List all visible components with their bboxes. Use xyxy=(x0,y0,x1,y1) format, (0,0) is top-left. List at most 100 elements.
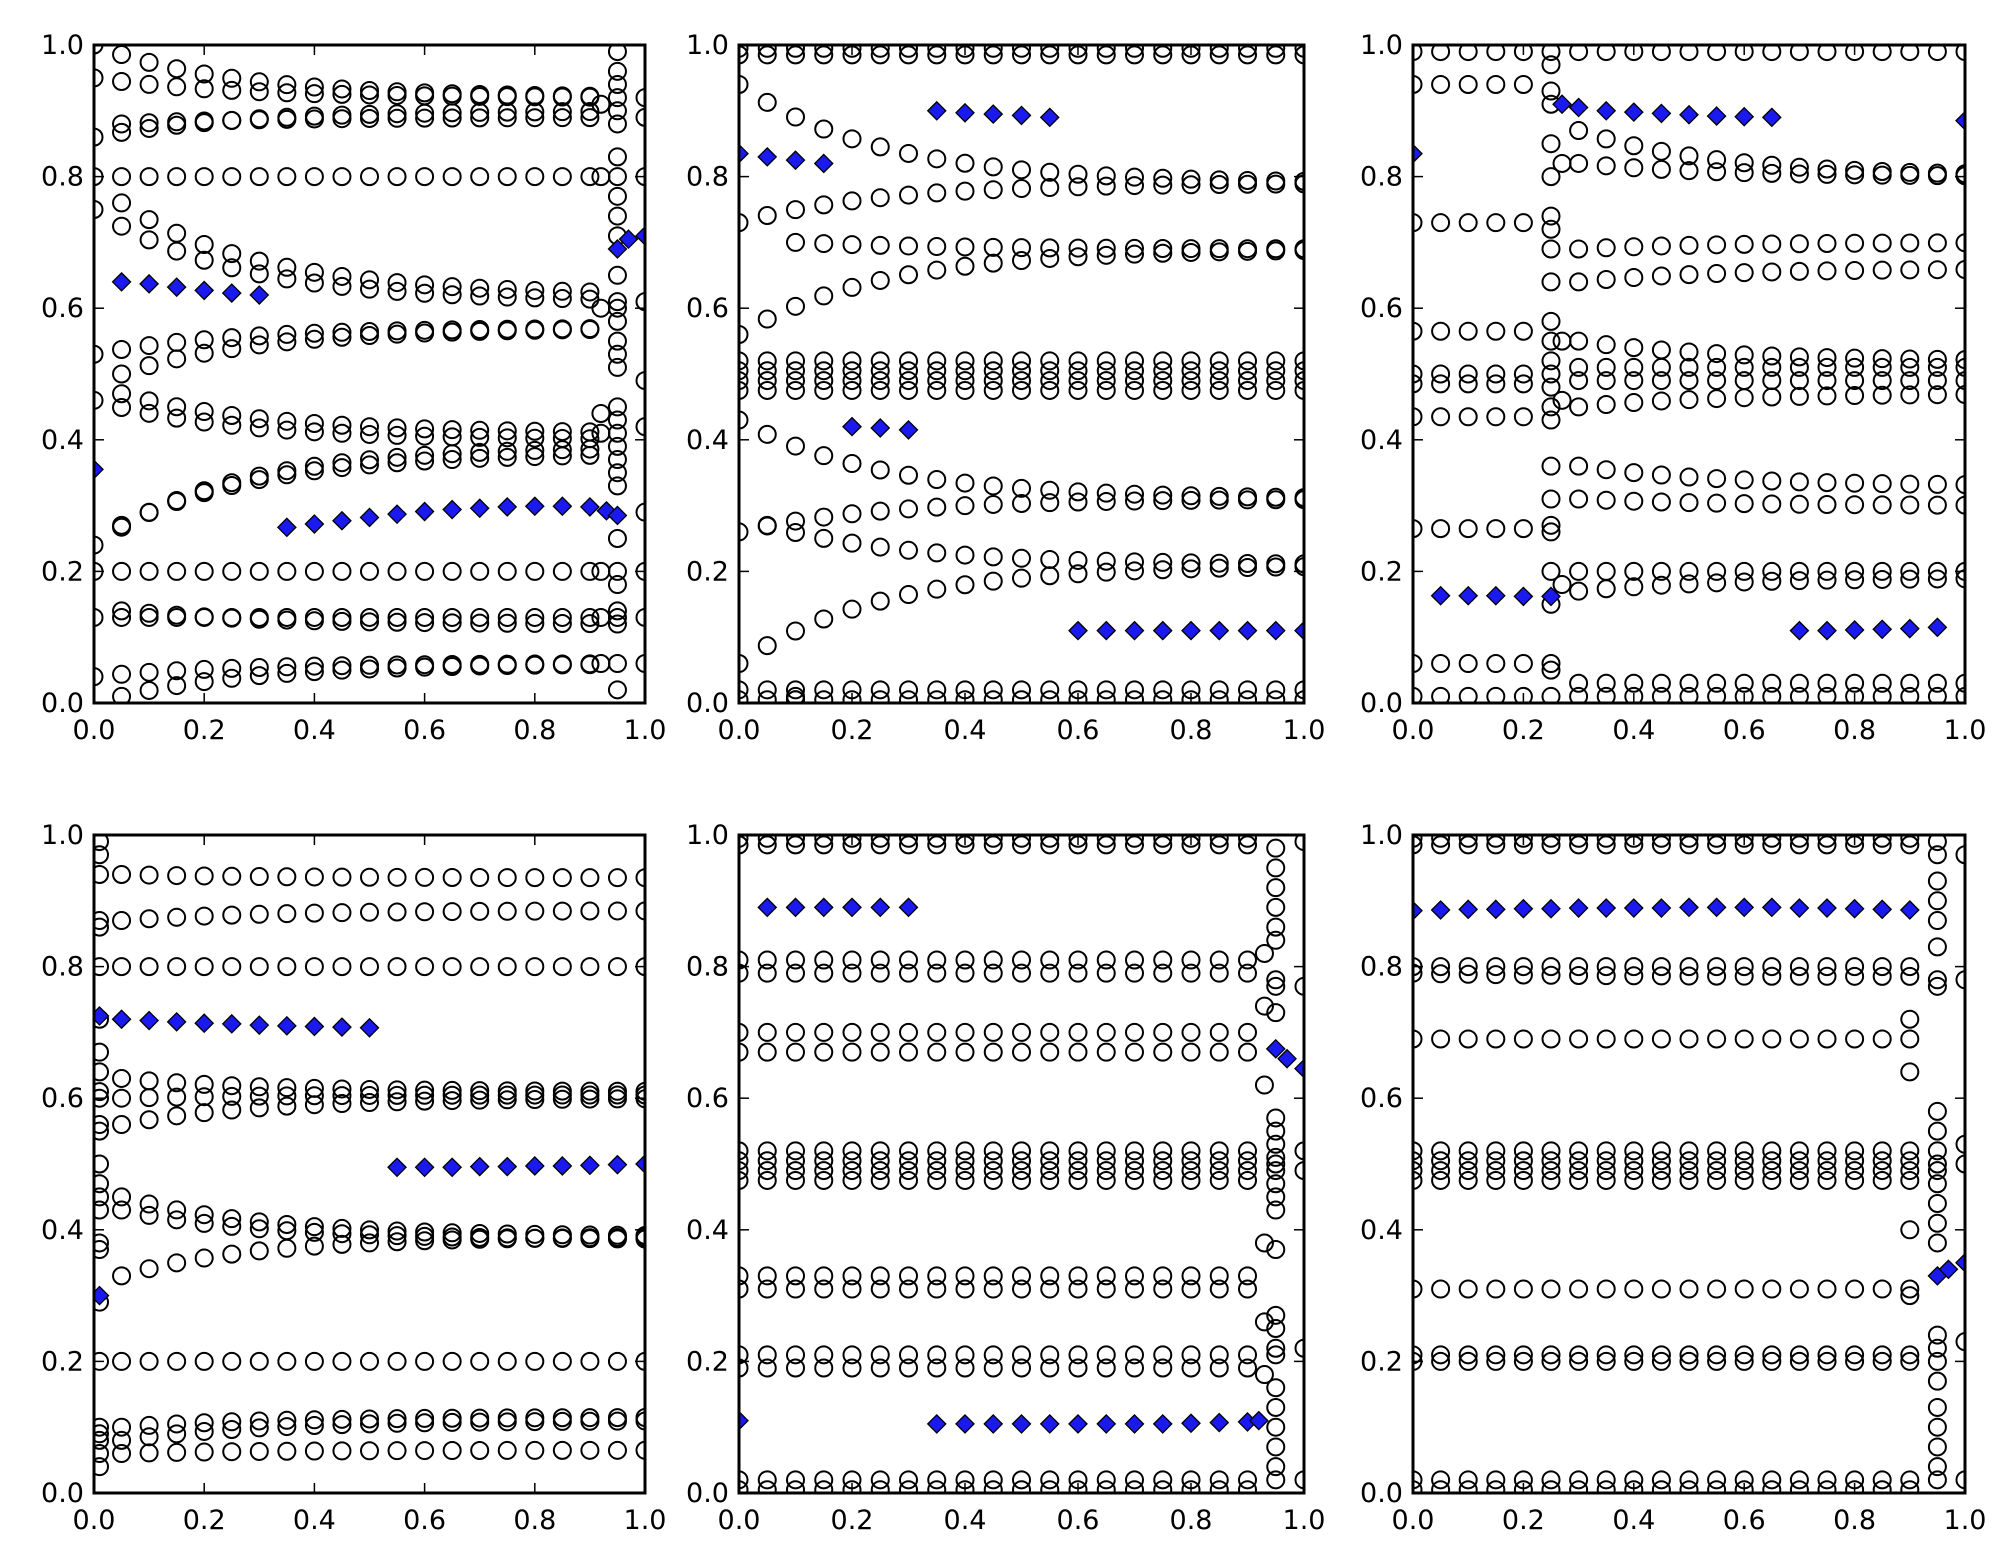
circle-point xyxy=(442,867,462,887)
circle-point xyxy=(1238,1161,1257,1181)
circle-point xyxy=(497,957,517,977)
circle-point xyxy=(194,672,214,692)
circle-point xyxy=(1872,835,1892,848)
circle-point xyxy=(1651,45,1671,62)
circle-point xyxy=(1679,1170,1699,1190)
circle-point xyxy=(304,1415,324,1435)
diamond-point xyxy=(1679,897,1699,918)
circle-point xyxy=(983,1358,1003,1378)
circle-point xyxy=(1872,1151,1892,1171)
circle-point xyxy=(1624,491,1644,511)
circle-point xyxy=(1651,159,1671,179)
circle-point xyxy=(360,81,379,101)
y-tick-label: 0.8 xyxy=(1360,952,1403,983)
circle-point xyxy=(1012,351,1031,371)
circle-point xyxy=(1541,1480,1561,1493)
circle-point xyxy=(1096,491,1116,511)
circle-point xyxy=(387,1441,407,1461)
circle-point xyxy=(1734,1141,1754,1161)
circle-point xyxy=(1012,1141,1031,1161)
circle-point xyxy=(1552,331,1572,351)
circle-point xyxy=(332,903,352,923)
circle-point xyxy=(1431,964,1451,984)
circle-point xyxy=(607,61,627,81)
circle-point xyxy=(1734,234,1754,254)
circle-point xyxy=(1927,1101,1947,1121)
circle-point xyxy=(1707,957,1727,977)
circle-point xyxy=(1707,1480,1727,1493)
circle-point xyxy=(497,421,517,441)
circle-point xyxy=(94,957,110,977)
circle-point xyxy=(607,450,627,470)
circle-point xyxy=(1012,45,1031,58)
circle-point xyxy=(1294,45,1304,65)
circle-point xyxy=(1068,482,1088,502)
circle-point xyxy=(167,77,187,97)
circle-point xyxy=(1651,141,1671,161)
circle-point xyxy=(870,361,890,381)
circle-point xyxy=(1040,162,1060,182)
circle-point xyxy=(983,1141,1003,1161)
circle-point xyxy=(1266,1003,1286,1023)
diamond-point xyxy=(1734,897,1755,918)
circle-point xyxy=(1927,349,1947,369)
circle-point xyxy=(304,109,324,129)
circle-point xyxy=(580,1228,600,1248)
circle-point xyxy=(1266,239,1286,259)
circle-point xyxy=(607,114,627,134)
circle-point xyxy=(1845,233,1865,253)
circle-point xyxy=(1238,371,1257,391)
circle-point xyxy=(1068,247,1088,267)
circle-point xyxy=(1900,1220,1920,1240)
circle-point xyxy=(1153,1480,1173,1493)
circle-point xyxy=(1817,1480,1837,1493)
circle-point xyxy=(1068,550,1088,570)
circle-point xyxy=(1541,515,1561,535)
diamond-point xyxy=(983,1413,1004,1434)
circle-point xyxy=(360,659,379,679)
circle-point xyxy=(580,1411,600,1431)
circle-point xyxy=(360,326,379,346)
circle-point xyxy=(1596,45,1616,62)
circle-point xyxy=(1927,845,1947,865)
circle-point xyxy=(1125,484,1144,504)
circle-point xyxy=(1040,950,1060,970)
circle-point xyxy=(442,607,462,627)
circle-point xyxy=(1762,1351,1782,1371)
circle-point xyxy=(1012,478,1031,498)
circle-point xyxy=(525,102,545,122)
circle-point xyxy=(1413,654,1423,674)
circle-point xyxy=(1012,568,1031,588)
circle-point xyxy=(1238,174,1257,194)
circle-point xyxy=(842,235,862,255)
circle-point xyxy=(1458,407,1478,427)
circle-point xyxy=(194,1421,214,1441)
circle-point xyxy=(1040,238,1060,258)
circle-point xyxy=(635,607,645,627)
diamond-point xyxy=(111,271,132,292)
circle-point xyxy=(1651,266,1671,286)
circle-point xyxy=(497,102,517,122)
circle-point xyxy=(1927,357,1947,377)
circle-point xyxy=(1679,371,1699,391)
circle-point xyxy=(607,1351,627,1371)
circle-point xyxy=(1679,45,1699,62)
circle-point xyxy=(927,1170,947,1190)
diamond-point xyxy=(926,100,947,121)
circle-point xyxy=(757,636,777,656)
diamond-point xyxy=(1955,1252,1965,1273)
circle-point xyxy=(607,957,627,977)
circle-point xyxy=(1266,1457,1286,1477)
circle-point xyxy=(1486,1161,1506,1181)
circle-point xyxy=(139,391,159,411)
circle-point xyxy=(222,405,242,425)
x-tick-label: 0.6 xyxy=(1723,1505,1766,1536)
circle-point xyxy=(387,1085,407,1105)
circle-point xyxy=(757,424,777,444)
circle-point xyxy=(1845,348,1865,368)
circle-point xyxy=(1181,1266,1201,1286)
circle-point xyxy=(1762,1141,1782,1161)
circle-point xyxy=(1679,146,1699,166)
circle-point xyxy=(1266,1240,1286,1260)
circle-point xyxy=(1872,1345,1892,1365)
